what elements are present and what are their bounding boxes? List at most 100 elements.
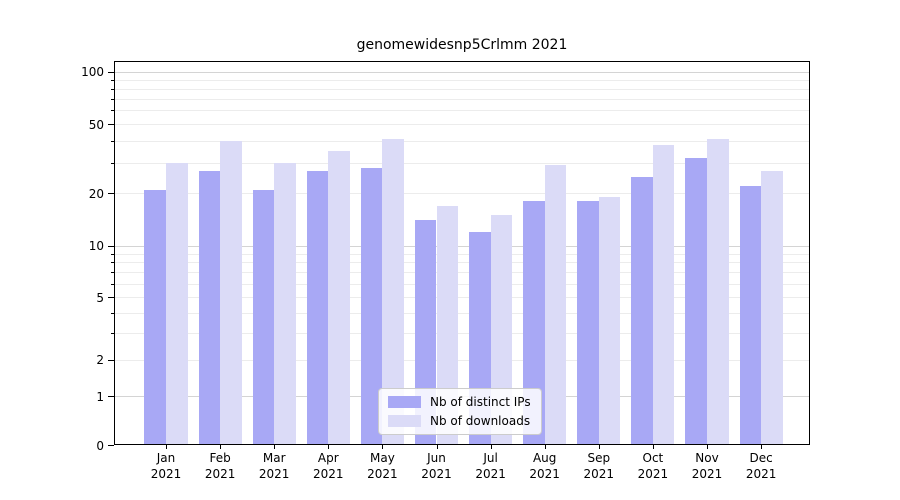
minor-gridline xyxy=(115,283,809,285)
y-tick-mark xyxy=(108,193,114,195)
legend-label-downloads: Nb of downloads xyxy=(430,414,531,428)
y-minor-tick-mark xyxy=(111,88,114,90)
x-tick-mark xyxy=(598,445,600,449)
bar-downloads xyxy=(220,141,242,444)
x-tick-label-line: Jul xyxy=(483,451,498,465)
y-tick-label: 20 xyxy=(88,186,104,201)
minor-gridline xyxy=(115,359,809,361)
x-tick-label: Jan 2021 xyxy=(136,450,196,482)
y-minor-tick-mark xyxy=(111,98,114,100)
x-tick-mark xyxy=(490,445,492,449)
x-tick-label-line: Feb xyxy=(209,451,231,465)
y-minor-tick-mark xyxy=(111,141,114,143)
y-minor-tick-mark xyxy=(111,79,114,81)
x-tick-mark xyxy=(382,445,384,449)
legend: Nb of distinct IPs Nb of downloads xyxy=(378,388,542,435)
y-tick-mark xyxy=(108,245,114,247)
x-tick-mark xyxy=(274,445,276,449)
x-tick-label-line: Jun xyxy=(427,451,446,465)
x-tick-label: Mar 2021 xyxy=(244,450,304,482)
bar-downloads xyxy=(436,205,459,444)
x-tick-label: Nov 2021 xyxy=(677,450,737,482)
y-tick-label: 5 xyxy=(96,290,104,305)
legend-row-downloads: Nb of downloads xyxy=(388,414,531,428)
bar-distinct-ips xyxy=(144,189,166,444)
bar-distinct-ips xyxy=(252,189,275,444)
minor-gridline xyxy=(115,141,809,143)
plot-area xyxy=(114,61,810,445)
x-tick-label-line: 2021 xyxy=(204,467,236,481)
minor-gridline xyxy=(115,162,809,164)
y-tick-mark xyxy=(108,297,114,299)
minor-gridline xyxy=(115,110,809,112)
bar-distinct-ips xyxy=(523,201,545,444)
bar-downloads xyxy=(544,165,567,444)
bar-downloads xyxy=(328,151,350,444)
x-tick-label: Oct 2021 xyxy=(623,450,683,482)
x-tick-mark xyxy=(220,445,222,449)
y-minor-tick-mark xyxy=(111,253,114,255)
x-tick-label-line: 2021 xyxy=(583,467,615,481)
x-tick-label-line: 2021 xyxy=(258,467,290,481)
y-tick-label: 10 xyxy=(88,239,104,254)
minor-gridline xyxy=(115,272,809,274)
major-gridline xyxy=(115,71,809,73)
bar-distinct-ips xyxy=(360,168,383,444)
y-minor-tick-mark xyxy=(111,272,114,274)
chart-title: genomewidesnp5Crlmm 2021 xyxy=(356,37,568,53)
x-tick-label-line: Nov xyxy=(695,451,719,465)
bar-distinct-ips xyxy=(577,201,599,444)
x-tick-label-line: 2021 xyxy=(637,467,669,481)
x-tick-label-line: 2021 xyxy=(313,467,344,481)
x-tick-mark xyxy=(761,445,763,449)
x-tick-label: Sep 2021 xyxy=(569,450,629,482)
x-tick-label-line: Jan xyxy=(156,451,176,465)
x-tick-label-line: Apr xyxy=(317,451,339,465)
bar-downloads xyxy=(490,215,513,444)
minor-gridline xyxy=(115,193,809,195)
minor-gridline xyxy=(115,98,809,100)
minor-gridline xyxy=(115,88,809,90)
x-tick-label-line: 2021 xyxy=(691,467,723,481)
x-tick-label: Dec 2021 xyxy=(731,450,791,482)
y-tick-mark xyxy=(108,445,114,446)
bar-downloads xyxy=(382,139,404,444)
bar-distinct-ips xyxy=(685,157,707,444)
x-tick-mark xyxy=(436,445,438,449)
y-minor-tick-mark xyxy=(111,162,114,164)
minor-gridline xyxy=(115,262,809,264)
distinct-ips-swatch xyxy=(388,396,421,408)
x-tick-mark xyxy=(328,445,330,449)
y-tick-label: 2 xyxy=(96,353,104,368)
y-tick-label: 50 xyxy=(88,117,104,132)
x-tick-label-line: Dec xyxy=(749,451,773,465)
y-minor-tick-mark xyxy=(111,262,114,264)
minor-gridline xyxy=(115,313,809,315)
y-minor-tick-mark xyxy=(111,313,114,315)
bar-downloads xyxy=(274,162,296,444)
bar-downloads xyxy=(707,139,729,444)
x-tick-label-line: 2021 xyxy=(367,467,398,481)
minor-gridline xyxy=(115,79,809,81)
legend-row-distinct-ips: Nb of distinct IPs xyxy=(388,395,531,409)
x-tick-mark xyxy=(166,445,167,449)
x-tick-label-line: Sep xyxy=(587,451,611,465)
x-tick-label-line: 2021 xyxy=(150,467,182,481)
y-tick-label: 1 xyxy=(96,389,104,404)
x-tick-mark xyxy=(652,445,654,449)
bar-downloads xyxy=(652,144,675,444)
minor-gridline xyxy=(115,124,809,126)
x-tick-label-line: May xyxy=(369,451,395,465)
major-gridline xyxy=(115,245,809,247)
minor-gridline xyxy=(115,253,809,255)
x-tick-label-line: Mar xyxy=(262,451,286,465)
x-tick-label-line: 2021 xyxy=(475,467,506,481)
x-tick-label: Aug 2021 xyxy=(515,450,575,482)
x-tick-label-line: 2021 xyxy=(529,467,560,481)
bar-distinct-ips xyxy=(306,170,329,444)
x-tick-label-line: 2021 xyxy=(421,467,452,481)
x-tick-mark xyxy=(544,445,546,449)
x-tick-label: Jun 2021 xyxy=(407,450,467,482)
bar-distinct-ips xyxy=(739,186,762,444)
minor-gridline xyxy=(115,297,809,299)
